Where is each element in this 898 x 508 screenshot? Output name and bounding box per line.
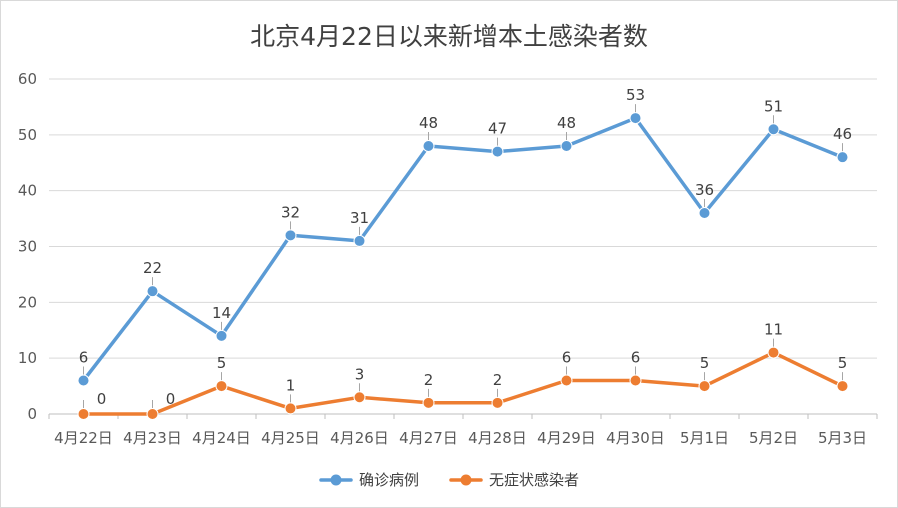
series-point [629,374,642,387]
data-label: 0 [166,390,176,408]
series-point [698,207,711,219]
x-tick-label: 5月1日 [680,429,729,447]
x-tick-label: 4月26日 [330,429,389,447]
x-tick-label: 4月22日 [54,429,113,447]
legend-label: 无症状感染者 [489,471,579,489]
series-point [77,408,90,420]
series-point [146,285,159,298]
series-point [422,396,435,409]
chart-title: 北京4月22日以来新增本土感染者数 [250,22,648,51]
series-point [767,123,780,136]
data-label: 6 [562,349,572,367]
legend-marker [330,474,342,486]
data-label: 22 [143,259,162,277]
series-point [77,374,90,387]
data-label: 5 [838,354,848,372]
data-label: 31 [350,209,369,227]
legend-item: 确诊病例 [319,471,419,489]
y-tick-label: 50 [18,126,37,144]
data-label: 2 [493,371,503,389]
series-point [215,329,228,342]
data-label: 48 [557,114,576,132]
gridlines [49,78,877,415]
data-label: 0 [97,390,107,408]
series-point [698,380,711,393]
y-axis: 0 10 20 30 40 50 60 [18,70,37,423]
series-point [353,391,366,404]
data-label: 32 [281,203,300,221]
data-label: 51 [764,97,783,115]
series-point [422,140,435,152]
series-line [81,116,845,383]
x-tick-label: 4月30日 [606,429,665,447]
x-axis: 4月22日 4月23日 4月24日 4月25日 4月26日 4月27日 4月28日 4月29日… [48,414,878,447]
legend-item: 无症状感染者 [449,471,579,489]
y-tick-label: 20 [18,293,37,311]
data-label: 53 [626,86,645,104]
data-label: 47 [488,120,507,138]
data-label: 6 [79,349,89,367]
data-label: 48 [419,114,438,132]
data-label: 14 [212,304,231,322]
series-line [81,350,845,416]
x-tick-label: 5月3日 [818,429,867,447]
data-label: 5 [217,354,227,372]
legend-marker [460,474,472,486]
data-label: 36 [695,181,714,199]
series-point [560,374,573,387]
y-tick-label: 40 [18,182,37,200]
data-label: 1 [286,376,296,394]
y-tick-label: 30 [18,238,37,256]
y-tick-label: 60 [18,70,37,88]
y-tick-label: 10 [18,349,37,367]
data-label: 6 [631,349,641,367]
legend: 确诊病例 无症状感染者 [319,471,579,489]
series-point [629,112,642,125]
x-tick-label: 5月2日 [749,429,798,447]
series-point [560,140,573,152]
series-point [284,229,297,242]
legend-label: 确诊病例 [359,471,419,489]
series-point [353,234,366,247]
data-label: 11 [764,321,783,339]
x-tick-label: 4月25日 [261,429,320,447]
series-point [491,145,504,158]
x-tick-label: 4月27日 [399,429,458,447]
series-point [491,396,504,409]
data-label: 46 [833,125,852,143]
x-tick-label: 4月23日 [123,429,182,447]
x-tick-label: 4月24日 [192,429,251,447]
data-label: 5 [700,354,710,372]
data-label: 2 [424,371,434,389]
x-tick-label: 4月28日 [468,429,527,447]
series-point [215,380,228,393]
data-label: 3 [355,365,365,383]
series-point [146,408,159,420]
series-point [767,346,780,359]
x-tick-label: 4月29日 [537,429,596,447]
y-tick-label: 0 [27,405,37,423]
series-point [284,402,297,415]
series-layer [77,112,849,420]
series-point [836,380,849,393]
series-point [836,151,849,164]
